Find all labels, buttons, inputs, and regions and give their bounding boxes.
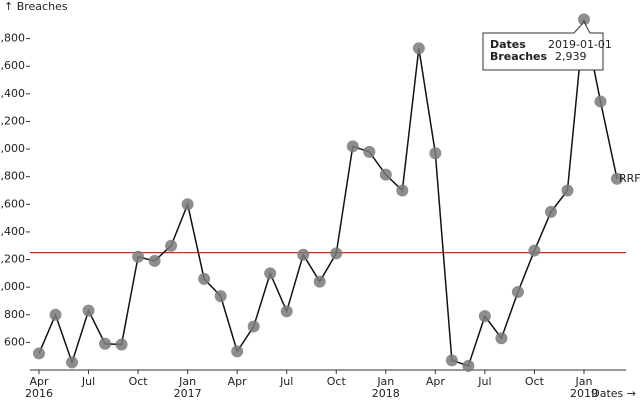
y-tick-label: 2,400 [0, 87, 25, 100]
data-point [198, 272, 211, 285]
x-tick-label: Apr 2016 [25, 375, 53, 400]
tooltip-value: 2,939 [555, 50, 587, 63]
data-point [478, 310, 491, 323]
data-point [511, 285, 524, 298]
y-tick-label: 2,000 [0, 142, 25, 155]
tooltip-value: 2019-01-01 [548, 38, 612, 51]
data-point [346, 140, 359, 153]
y-tick-label: 2,200 [0, 114, 25, 127]
tooltip-key: Dates [490, 38, 526, 51]
data-point [33, 347, 45, 360]
data-point [528, 244, 541, 257]
data-point [495, 332, 508, 345]
y-tick-label: 600 [4, 335, 25, 348]
y-tick-label: 1,600 [0, 197, 25, 210]
x-axis-title: Dates → [591, 387, 636, 400]
x-tick-label: Apr [426, 375, 446, 388]
x-tick-label: Oct [327, 375, 347, 388]
x-tick-label: Jan 2019 [570, 375, 598, 400]
data-point [247, 320, 260, 333]
x-tick-label: Oct [525, 375, 545, 388]
data-point [396, 184, 409, 197]
x-tick-label: Jul [81, 375, 95, 388]
data-point [462, 359, 475, 372]
data-point [544, 205, 557, 218]
data-point [66, 356, 79, 369]
x-tick-label: Jan 2018 [372, 375, 400, 400]
data-point [577, 13, 590, 26]
data-point [165, 239, 178, 252]
data-point [214, 290, 227, 303]
data-point [82, 304, 95, 317]
y-tick-label: 1,000 [0, 280, 25, 293]
x-tick-label: Apr [228, 375, 248, 388]
data-point [297, 248, 310, 261]
y-tick-label: 1,800 [0, 170, 25, 183]
y-tick-label: 1,200 [0, 253, 25, 266]
data-point [611, 172, 623, 185]
data-point [363, 145, 376, 158]
data-point [594, 95, 607, 108]
data-point [49, 308, 62, 321]
x-tick-label: Jan 2017 [174, 375, 202, 400]
data-point [231, 345, 244, 358]
data-point [132, 250, 145, 263]
y-tick-label: 2,800 [0, 32, 25, 45]
series-line [38, 19, 618, 367]
x-tick-label: Oct [129, 375, 149, 388]
data-point [99, 337, 112, 350]
y-tick-label: 800 [4, 308, 25, 321]
data-point [181, 198, 194, 211]
tooltip-box [482, 21, 604, 71]
data-point [264, 267, 277, 280]
data-point [115, 338, 128, 351]
tooltip-key: Breaches [490, 50, 548, 63]
x-tick-label: Jul [279, 375, 293, 388]
data-point [313, 275, 326, 288]
series-label: RRF [619, 172, 640, 185]
y-tick-label: 1,400 [0, 225, 25, 238]
data-point [561, 184, 574, 197]
data-point [330, 247, 343, 260]
data-point [412, 42, 425, 55]
y-tick-label: 2,600 [0, 59, 25, 72]
y-axis-title: ↑ Breaches [4, 0, 68, 13]
data-point [280, 305, 293, 318]
x-tick-label: Jul [477, 375, 491, 388]
data-point [429, 147, 442, 160]
data-point [445, 354, 458, 367]
data-point [379, 168, 392, 181]
data-point [148, 254, 161, 267]
